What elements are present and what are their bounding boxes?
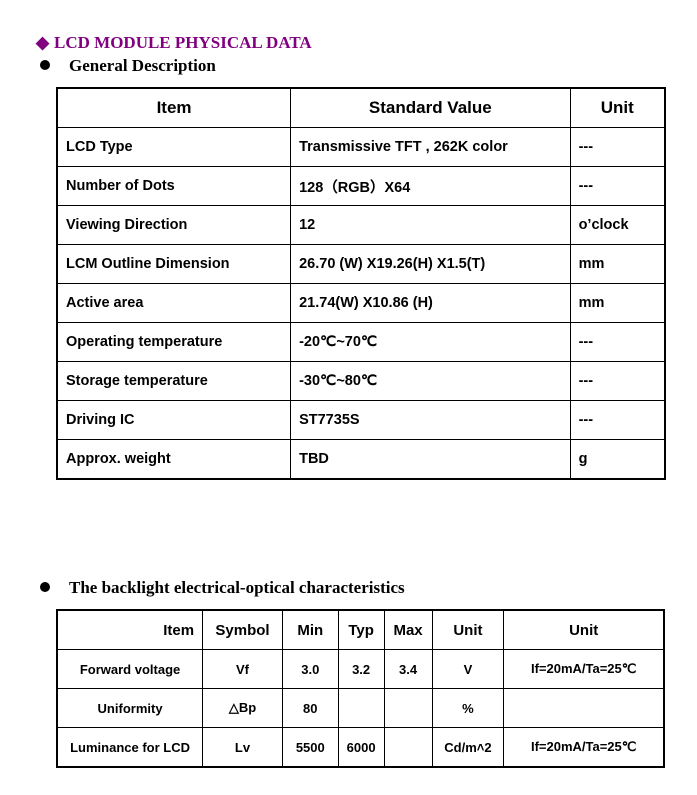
table-row: LCM Outline Dimension 26.70 (W) X19.26(H)… xyxy=(56,244,666,284)
col-header: Max xyxy=(383,609,433,650)
bullet-icon xyxy=(40,60,50,70)
table-cell: Cd/m˄2 xyxy=(431,727,505,768)
table-row: LCD Type Transmissive TFT , 262K color --- xyxy=(56,127,666,167)
table-cell: 12 xyxy=(290,205,571,245)
table-row: Driving IC ST7735S --- xyxy=(56,400,666,440)
table-row: Forward voltage Vf 3.0 3.2 3.4 V If=20mA/Ta=25… xyxy=(56,649,665,689)
table-cell: 3.2 xyxy=(337,649,385,689)
table-cell: If=20mA/Ta=25℃ xyxy=(503,649,665,689)
col-header: Standard Value xyxy=(290,87,571,128)
table-cell: Lv xyxy=(202,727,283,768)
col-header: Item xyxy=(56,87,292,128)
table-row: Viewing Direction 12 o’clock xyxy=(56,205,666,245)
table-cell: Luminance for LCD xyxy=(56,727,204,768)
table-cell: LCD Type xyxy=(56,127,292,167)
table-cell: ST7735S xyxy=(290,400,571,440)
table-cell: 3.4 xyxy=(383,649,433,689)
col-header: Min xyxy=(281,609,339,650)
table-cell: 3.0 xyxy=(281,649,339,689)
table-cell: 6000 xyxy=(337,727,385,768)
table-cell: Storage temperature xyxy=(56,361,292,401)
backlight-table: Item Symbol Min Typ Max Unit Unit Forward volta… xyxy=(56,609,665,768)
general-table: Item Standard Value Unit LCD Type Transmi… xyxy=(56,87,666,480)
table-cell: LCM Outline Dimension xyxy=(56,244,292,284)
general-heading: General Description xyxy=(40,56,216,76)
table-row: Uniformity △Bp 80% xyxy=(56,688,665,728)
table-cell: -30℃~80℃ xyxy=(290,361,571,401)
table-cell: Driving IC xyxy=(56,400,292,440)
table-cell: o’clock xyxy=(569,205,666,245)
table-row: Storage temperature -30℃~80℃ --- xyxy=(56,361,666,401)
table-cell: 128（RGB）X64 xyxy=(290,166,571,206)
table-header: Item Symbol Min Typ Max Unit Unit xyxy=(56,609,665,650)
table-cell xyxy=(503,688,665,728)
table-cell: 26.70 (W) X19.26(H) X1.5(T) xyxy=(290,244,571,284)
table-cell: Viewing Direction xyxy=(56,205,292,245)
table-header: Item Standard Value Unit xyxy=(56,87,666,128)
backlight-heading: The backlight electrical-optical charact… xyxy=(40,578,405,598)
col-header: Typ xyxy=(337,609,385,650)
table-cell: Number of Dots xyxy=(56,166,292,206)
table-cell xyxy=(383,688,433,728)
col-header: Symbol xyxy=(202,609,283,650)
table-row: Luminance for LCD Lv 5500 6000 Cd/m˄2 If=20mA… xyxy=(56,727,665,768)
table-cell: --- xyxy=(569,361,666,401)
table-cell: --- xyxy=(569,322,666,362)
table-cell: --- xyxy=(569,127,666,167)
table-cell: TBD xyxy=(290,439,571,480)
table-cell xyxy=(383,727,433,768)
table-cell: Vf xyxy=(202,649,283,689)
table-cell: Active area xyxy=(56,283,292,323)
col-header: Unit xyxy=(431,609,505,650)
table-row: Approx. weight TBD g xyxy=(56,439,666,480)
table-cell: △Bp xyxy=(202,688,283,728)
table-cell: Operating temperature xyxy=(56,322,292,362)
bullet-icon xyxy=(40,582,50,592)
col-header: Unit xyxy=(503,609,665,650)
diamond-icon: ◆ xyxy=(36,33,50,52)
table-row: Active area 21.74(W) X10.86 (H) mm xyxy=(56,283,666,323)
table-cell: If=20mA/Ta=25℃ xyxy=(503,727,665,768)
table-cell: Uniformity xyxy=(56,688,204,728)
table-cell: g xyxy=(569,439,666,480)
col-header: Unit xyxy=(569,87,666,128)
table-cell: Transmissive TFT , 262K color xyxy=(290,127,571,167)
table-cell: 80 xyxy=(281,688,339,728)
table-row: Operating temperature -20℃~70℃ --- xyxy=(56,322,666,362)
table-cell: 21.74(W) X10.86 (H) xyxy=(290,283,571,323)
table-cell: 5500 xyxy=(281,727,339,768)
table-cell: --- xyxy=(569,166,666,206)
table-cell xyxy=(337,688,385,728)
table-cell: mm xyxy=(569,283,666,323)
table-cell: --- xyxy=(569,400,666,440)
table-cell: V xyxy=(431,649,505,689)
table-cell: Approx. weight xyxy=(56,439,292,480)
section-title: ◆ LCD MODULE PHYSICAL DATA xyxy=(36,33,312,52)
table-cell: Forward voltage xyxy=(56,649,204,689)
table-cell: % xyxy=(431,688,505,728)
table-cell: mm xyxy=(569,244,666,284)
table-row: Number of Dots 128（RGB）X64 --- xyxy=(56,166,666,206)
table-cell: -20℃~70℃ xyxy=(290,322,571,362)
col-header: Item xyxy=(56,609,204,650)
